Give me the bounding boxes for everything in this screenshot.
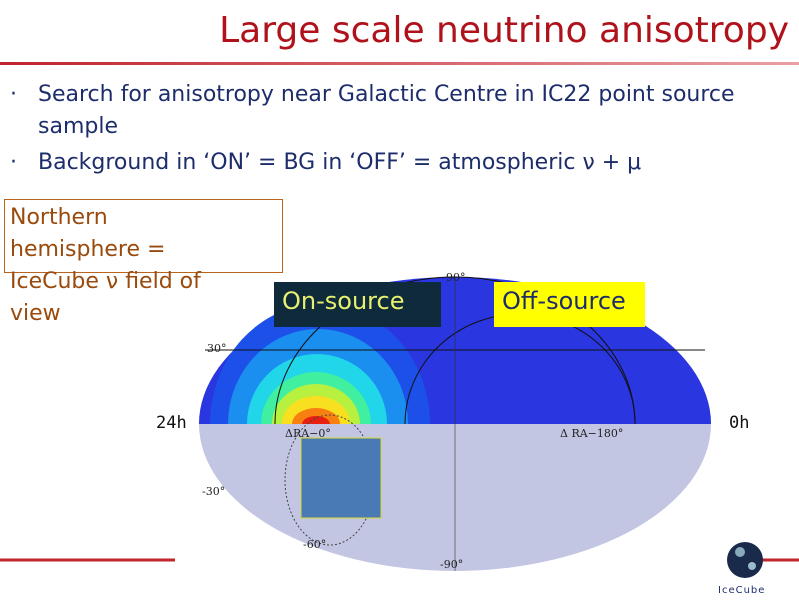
lat-label: -90° xyxy=(440,558,463,571)
note-box xyxy=(4,199,283,273)
note-line: view xyxy=(10,301,61,326)
note-line: hemisphere = xyxy=(10,237,166,262)
off-source-label: Off-source xyxy=(502,287,626,315)
logo-mark xyxy=(727,542,763,578)
note-line: IceCube ν field of xyxy=(10,269,201,294)
overlay-box xyxy=(300,437,382,519)
lat-label: 90° xyxy=(446,271,466,284)
bullet-text: Background in ‘ON’ = BG in ‘OFF’ = atmos… xyxy=(38,150,642,175)
note-line: Northern xyxy=(10,205,108,230)
lat-label: -30° xyxy=(202,485,225,498)
lat-label: -60° xyxy=(303,538,326,551)
off-label-bg xyxy=(494,282,645,327)
lat-label: 30° xyxy=(207,342,227,355)
bullet-text: Search for anisotropy near Galactic Cent… xyxy=(38,82,735,139)
ra-label: ΔRA−0° xyxy=(285,427,331,440)
ra-label: Δ RA−180° xyxy=(560,427,623,440)
logo-text: IceCube xyxy=(718,585,766,596)
ra-right-label: 0h xyxy=(729,413,750,433)
bullet: · Search for anisotropy near Galactic Cen… xyxy=(10,79,790,143)
on-label-bg xyxy=(274,282,441,327)
on-source-label: On-source xyxy=(282,287,405,315)
bullet: · Background in ‘ON’ = BG in ‘OFF’ = atmo… xyxy=(10,147,790,179)
slide-title: Large scale neutrino anisotropy xyxy=(219,10,789,51)
title-rule xyxy=(0,62,799,65)
ra-left-label: 24h xyxy=(156,413,187,433)
